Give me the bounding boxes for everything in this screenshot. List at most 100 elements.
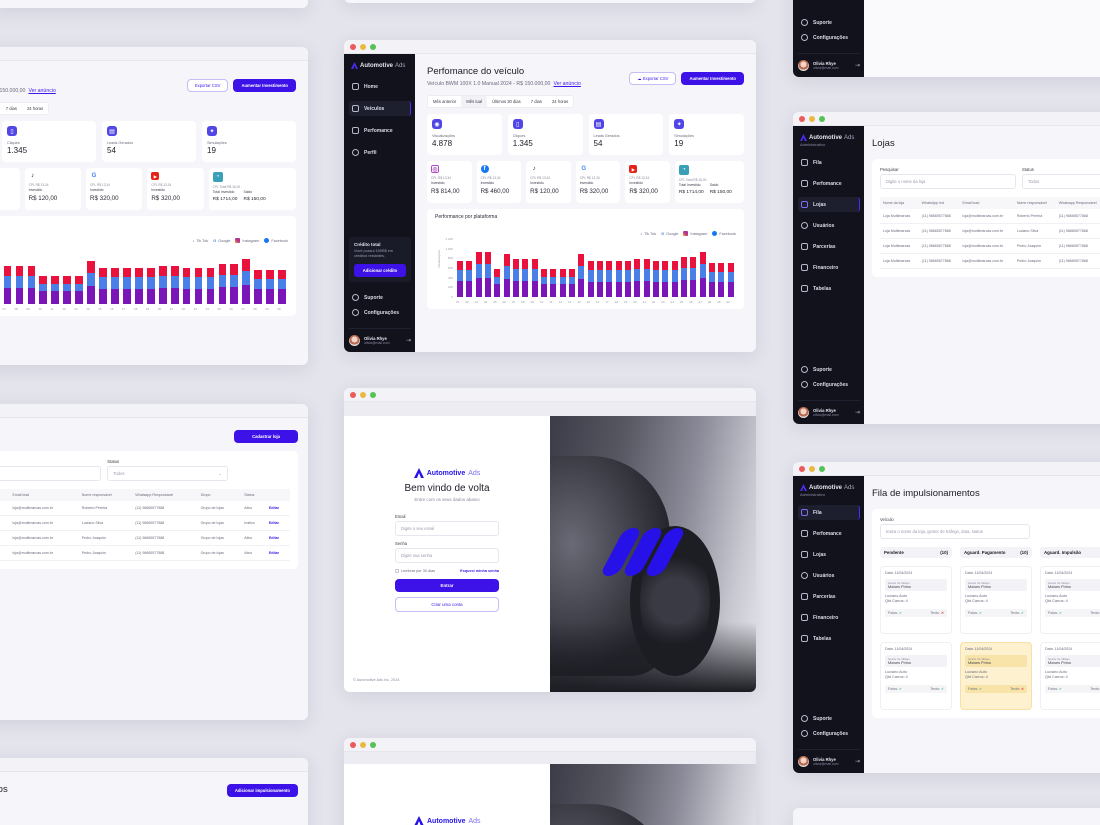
close-window-button[interactable] — [799, 115, 805, 122]
increase-investment-button[interactable]: Aumentar Investimento — [681, 72, 744, 85]
sidebar-item-tables[interactable]: Tabelas — [798, 631, 860, 646]
chart-bar[interactable]: 10 — [38, 276, 48, 311]
sidebar-item-support[interactable]: Suporte — [349, 290, 411, 305]
chart-bar[interactable]: 01 — [456, 260, 464, 304]
sidebar-item-tables[interactable]: Tabelas — [798, 281, 860, 296]
chart-bar[interactable]: 19 — [624, 260, 631, 304]
vehicle-search-input[interactable]: Insira o nome da loja, gestor de tráfego… — [880, 524, 1030, 539]
boost-card[interactable]: Data: 11/04/2024 Gestor de tráfego Moises … — [1040, 566, 1100, 634]
maximize-window-button[interactable] — [370, 43, 376, 50]
minimize-window-button[interactable] — [360, 391, 366, 398]
chart-bar[interactable]: 30 — [727, 263, 734, 304]
chart-bar[interactable]: 02 — [465, 260, 473, 304]
maximize-window-button[interactable] — [819, 115, 825, 122]
chart-bar[interactable]: 25 — [218, 263, 227, 311]
export-csv-button[interactable]: ☁ Exportar CSV — [629, 72, 677, 85]
sidebar-item-queue[interactable]: Fila — [798, 155, 860, 170]
chart-bar[interactable]: 17 — [605, 260, 613, 304]
sidebar-item-support[interactable]: Suporte — [798, 362, 860, 377]
close-window-button[interactable] — [799, 465, 805, 472]
password-field[interactable]: Digite sua senha — [395, 548, 499, 563]
remember-checkbox[interactable]: Lembrar por 30 dias — [395, 569, 435, 573]
edit-link[interactable]: Editar — [265, 515, 290, 531]
sidebar-item-settings[interactable]: Configurações — [349, 305, 411, 320]
store-search-input[interactable]: Digite o nome da loja — [0, 466, 102, 481]
view-ad-link[interactable]: Ver anúncio — [553, 81, 581, 87]
chart-bar[interactable]: 26 — [689, 256, 697, 304]
logout-icon[interactable]: ⇥ — [405, 338, 411, 344]
chart-bar[interactable]: 07 — [3, 265, 12, 311]
sidebar-item-vehicles[interactable]: Veículos — [349, 101, 411, 116]
status-select[interactable]: Todos ⌄ — [107, 466, 228, 481]
status-select[interactable]: Todos — [1022, 174, 1100, 189]
sidebar-item-finance[interactable]: Financeiro — [798, 610, 860, 625]
chart-bar[interactable]: 21 — [643, 258, 650, 304]
chart-bar[interactable]: 24 — [671, 260, 678, 304]
boost-card[interactable]: Data: 11/04/2024 Gestor de tráfego Moises … — [880, 642, 952, 710]
boost-card[interactable]: Data: 11/04/2024 Gestor de tráfego Moises … — [880, 566, 952, 634]
email-field[interactable]: Digite o seu email — [395, 521, 499, 536]
chart-bar[interactable]: 18 — [134, 267, 143, 311]
tab-7-days[interactable]: 7 dias — [5, 106, 17, 111]
sidebar-item-settings[interactable]: Configurações — [798, 30, 860, 45]
chart-bar[interactable]: 03 — [475, 252, 482, 304]
add-credit-button[interactable]: Adicionar crédito — [354, 264, 406, 277]
sidebar-item-partners[interactable]: Parcerias — [798, 239, 860, 254]
chart-bar[interactable]: 25 — [680, 256, 687, 304]
edit-link[interactable]: Editar — [265, 530, 290, 546]
add-boost-button[interactable]: Adicionar impulsionamento — [226, 784, 298, 797]
chart-bar[interactable]: 24 — [206, 267, 215, 311]
sidebar-item-performance[interactable]: Perfomance — [798, 526, 860, 541]
chart-bar[interactable]: 19 — [146, 267, 155, 311]
view-ad-link[interactable]: Ver anúncio — [28, 88, 56, 94]
tab-last-30-days[interactable]: Últimos 30 dias — [492, 99, 521, 104]
boost-card[interactable]: Data: 11/04/2024 Gestor de tráfego Moises … — [1040, 642, 1100, 710]
close-window-button[interactable] — [350, 391, 356, 398]
chart-bar[interactable]: 10 — [540, 269, 548, 304]
chart-bar[interactable]: 27 — [699, 252, 706, 304]
chart-bar[interactable]: 27 — [241, 259, 251, 311]
logout-icon[interactable]: ⇥ — [854, 63, 860, 69]
chart-bar[interactable]: 15 — [98, 267, 107, 311]
maximize-window-button[interactable] — [819, 465, 825, 472]
edit-link[interactable]: Editar — [265, 545, 290, 561]
tab-24-hours[interactable]: 24 horas — [26, 106, 44, 111]
sidebar-item-support[interactable]: Suporte — [798, 711, 860, 726]
chart-bar[interactable]: 08 — [521, 258, 529, 304]
chart-bar[interactable]: 12 — [62, 276, 72, 311]
close-window-button[interactable] — [350, 43, 356, 50]
chart-bar[interactable]: 12 — [559, 269, 566, 304]
chart-bar[interactable]: 23 — [194, 267, 203, 311]
forgot-password-link[interactable]: Esqueci minha senha — [460, 569, 499, 573]
chart-bar[interactable]: 06 — [503, 254, 510, 304]
chart-bar[interactable]: 29 — [265, 270, 275, 311]
chart-bar[interactable]: 20 — [633, 258, 641, 304]
chart-bar[interactable]: 08 — [15, 265, 24, 311]
minimize-window-button[interactable] — [809, 115, 815, 122]
chart-bar[interactable]: 09 — [531, 258, 538, 304]
sidebar-item-users[interactable]: Usuários — [798, 568, 860, 583]
sidebar-item-performance[interactable]: Perfomance — [349, 123, 411, 138]
chart-bar[interactable]: 14 — [86, 261, 95, 311]
chart-bar[interactable]: 05 — [493, 269, 501, 304]
chart-bar[interactable]: 16 — [110, 267, 119, 311]
maximize-window-button[interactable] — [370, 391, 376, 398]
chart-bar[interactable]: 13 — [568, 269, 576, 304]
sidebar-item-home[interactable]: Home — [349, 79, 411, 94]
chart-bar[interactable]: 22 — [182, 267, 191, 311]
chart-bar[interactable]: 04 — [484, 252, 492, 304]
sidebar-item-users[interactable]: Usuários — [798, 218, 860, 233]
chart-bar[interactable]: 29 — [717, 263, 725, 304]
tab-current-month[interactable]: Mês tual — [461, 96, 488, 107]
sidebar-item-partners[interactable]: Parcerias — [798, 589, 860, 604]
create-account-button[interactable]: Criar uma conta — [395, 597, 499, 612]
chart-bar[interactable]: 28 — [708, 263, 715, 304]
logout-icon[interactable]: ⇥ — [854, 410, 860, 416]
sidebar-item-stores[interactable]: Lojas — [798, 547, 860, 562]
logout-icon[interactable]: ⇥ — [854, 759, 860, 765]
chart-bar[interactable]: 20 — [158, 265, 167, 311]
sidebar-item-settings[interactable]: Configurações — [798, 726, 860, 741]
chart-bar[interactable]: 28 — [253, 270, 263, 311]
minimize-window-button[interactable] — [360, 43, 366, 50]
sidebar-item-performance[interactable]: Perfomance — [798, 176, 860, 191]
